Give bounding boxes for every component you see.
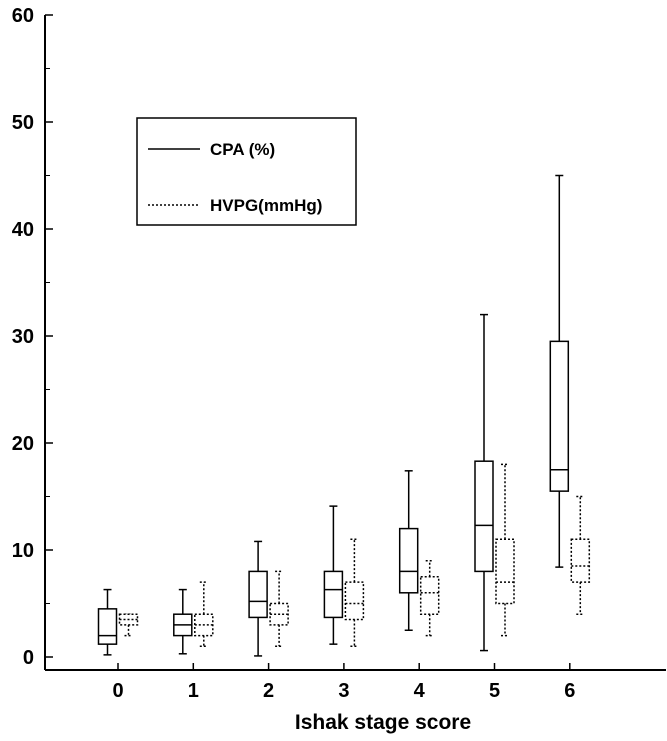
iqr-box [419,576,440,615]
y-axis: 0 10 20 30 40 50 60 [12,5,53,670]
hvpg-box-6 [570,495,591,615]
x-tick-label: 0 [112,680,123,702]
iqr-box [495,538,515,605]
y-tick-label: 0 [23,647,34,669]
hvpg-box-5 [495,463,515,637]
iqr-box [248,570,268,619]
box-series [97,174,591,657]
iqr-box [97,608,118,645]
iqr-box [474,460,494,573]
hvpg-box-2 [269,570,289,648]
cpa-box-0 [97,588,118,656]
cpa-box-4 [398,470,419,631]
legend-label-hvpg: HVPG(mmHg) [210,196,322,215]
y-tick-label: 40 [12,219,34,241]
x-axis: 0 1 2 3 4 5 6 Ishak stage score [45,663,666,734]
legend-label-cpa: CPA (%) [210,140,275,159]
cpa-box-3 [323,505,344,645]
y-tick-label: 60 [12,5,34,27]
x-ticks: 0 1 2 3 4 5 6 [112,663,575,702]
hvpg-box-1 [194,581,214,648]
legend-frame [136,117,357,226]
x-tick-label: 4 [414,680,426,702]
iqr-box [323,570,344,619]
x-tick-label: 1 [188,680,199,702]
hvpg-box-4 [419,559,440,637]
iqr-box [398,527,419,594]
y-tick-label: 10 [12,540,34,562]
cpa-box-2 [248,540,268,657]
y-tick-label: 20 [12,433,34,455]
cpa-box-1 [173,588,193,655]
cpa-box-6 [549,174,570,568]
y-ticks: 0 10 20 30 40 50 60 [12,5,53,669]
x-tick-label: 3 [338,680,349,702]
iqr-box [570,538,591,583]
x-axis-title: Ishak stage score [295,711,471,734]
y-tick-label: 50 [12,112,34,134]
x-tick-label: 2 [263,680,274,702]
legend: CPA (%) HVPG(mmHg) [136,117,357,226]
x-tick-label: 6 [564,680,575,702]
x-tick-label: 5 [489,680,500,702]
y-tick-label: 30 [12,326,34,348]
cpa-box-5 [474,313,494,652]
iqr-box [344,581,365,621]
hvpg-box-0 [118,613,139,637]
iqr-box [549,340,570,492]
hvpg-box-3 [344,538,365,648]
